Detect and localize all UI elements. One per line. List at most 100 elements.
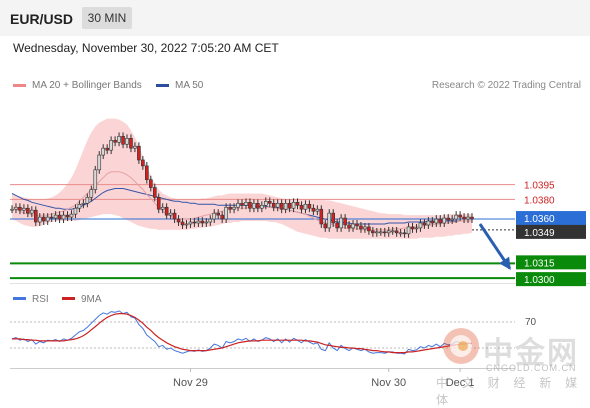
candle-body — [145, 165, 149, 180]
candle-body — [375, 231, 379, 234]
candle-body — [10, 208, 14, 211]
candle-body — [180, 221, 185, 226]
candle-body — [371, 230, 375, 234]
candle-body — [287, 203, 292, 209]
credit-text: Research © 2022 Trading Central — [431, 80, 581, 91]
candle-body — [430, 220, 435, 224]
x-tick-label: Nov 30 — [371, 377, 406, 389]
candle-body — [93, 169, 98, 190]
candle-body — [406, 226, 411, 235]
candle-body — [260, 204, 264, 209]
candle-body — [14, 206, 18, 210]
rsi-ma-legend-swatch — [62, 297, 75, 300]
level-label-support: 1.0315 — [524, 258, 555, 269]
candle-body — [22, 207, 26, 211]
x-tick-label: Dec 1 — [446, 377, 475, 389]
legend-ma20-swatch — [13, 83, 26, 87]
candle-body — [152, 187, 157, 198]
level-tag-current — [516, 224, 586, 239]
candle-body — [69, 213, 74, 218]
level-label-resistance: 1.0395 — [524, 181, 555, 192]
candle-body — [244, 202, 248, 206]
candle-body — [85, 197, 90, 204]
candle-body — [105, 147, 109, 151]
candle-body — [192, 221, 197, 224]
candle-body — [45, 216, 50, 222]
candle-body — [410, 226, 415, 230]
bollinger-band — [12, 118, 472, 239]
level-label-resistance: 1.0380 — [524, 195, 555, 206]
currency-pair: EUR/USD — [10, 11, 74, 27]
candle-body — [263, 201, 268, 206]
watermark-logo-icon — [443, 328, 479, 364]
candle-body — [398, 232, 403, 235]
candle-body — [216, 212, 221, 216]
candle-body — [176, 218, 181, 223]
candle-body — [378, 231, 383, 234]
candle-body — [232, 206, 236, 210]
candle-body — [240, 203, 244, 206]
candlesticks — [10, 132, 474, 238]
candle-body — [212, 212, 217, 220]
candle-body — [454, 214, 458, 220]
candle-body — [422, 222, 427, 226]
legend-ma20-label: MA 20 + Bollinger Bands — [32, 80, 142, 91]
candle-body — [30, 209, 34, 214]
candle-body — [97, 154, 102, 171]
candle-body — [339, 217, 343, 229]
rsi-tick-label: 70 — [525, 317, 537, 328]
rsi-legend-label: RSI — [32, 294, 49, 305]
candle-body — [426, 220, 431, 226]
candle-body — [204, 221, 209, 224]
candle-body — [77, 203, 82, 209]
candle-body — [462, 216, 466, 220]
candle-body — [295, 202, 300, 206]
candle-body — [311, 207, 316, 212]
legend-ma50-swatch — [156, 83, 169, 87]
candle-body — [267, 201, 272, 204]
level-tag-pivot — [516, 211, 586, 226]
candle-body — [355, 223, 359, 227]
candle-body — [283, 203, 288, 210]
candle-body — [271, 203, 276, 208]
level-label-pivot: 1.0360 — [524, 214, 555, 225]
candle-body — [414, 227, 419, 230]
candle-body — [331, 212, 336, 224]
candle-body — [351, 223, 355, 229]
candle-body — [458, 214, 462, 218]
legend-ma20: MA 20 + Bollinger Bands — [13, 80, 142, 91]
candle-body — [196, 220, 201, 224]
candle-body — [299, 204, 304, 210]
level-tag-support — [516, 255, 586, 270]
candle-body — [109, 140, 113, 151]
candle-body — [160, 206, 165, 210]
candle-body — [323, 223, 328, 229]
candle-body — [382, 231, 387, 234]
watermark-brand: 中金网 — [483, 336, 579, 371]
rsi-line — [11, 310, 473, 355]
level-label-current: 1.0349 — [524, 228, 555, 239]
candle-body — [129, 138, 133, 149]
candle-body — [148, 179, 153, 188]
candle-body — [81, 203, 86, 205]
candle-body — [466, 216, 470, 220]
candle-body — [402, 232, 407, 235]
candle-body — [156, 197, 161, 210]
watermark-site: CNGOLD.COM.CN — [486, 363, 577, 373]
candle-body — [252, 203, 256, 209]
candle-body — [37, 216, 42, 223]
level-label-support: 1.0300 — [524, 275, 555, 286]
candle-body — [168, 212, 173, 216]
candle-body — [335, 222, 339, 229]
candle-body — [49, 216, 54, 219]
x-tick-label: Nov 29 — [173, 377, 208, 389]
candle-body — [188, 221, 193, 225]
candle-body — [41, 216, 46, 222]
rsi-ma-line — [12, 313, 472, 354]
candle-body — [164, 206, 169, 216]
timeframe-button[interactable]: 30 MIN — [82, 7, 132, 29]
candle-body — [125, 138, 129, 145]
candle-body — [33, 209, 38, 223]
candle-body — [53, 214, 58, 219]
